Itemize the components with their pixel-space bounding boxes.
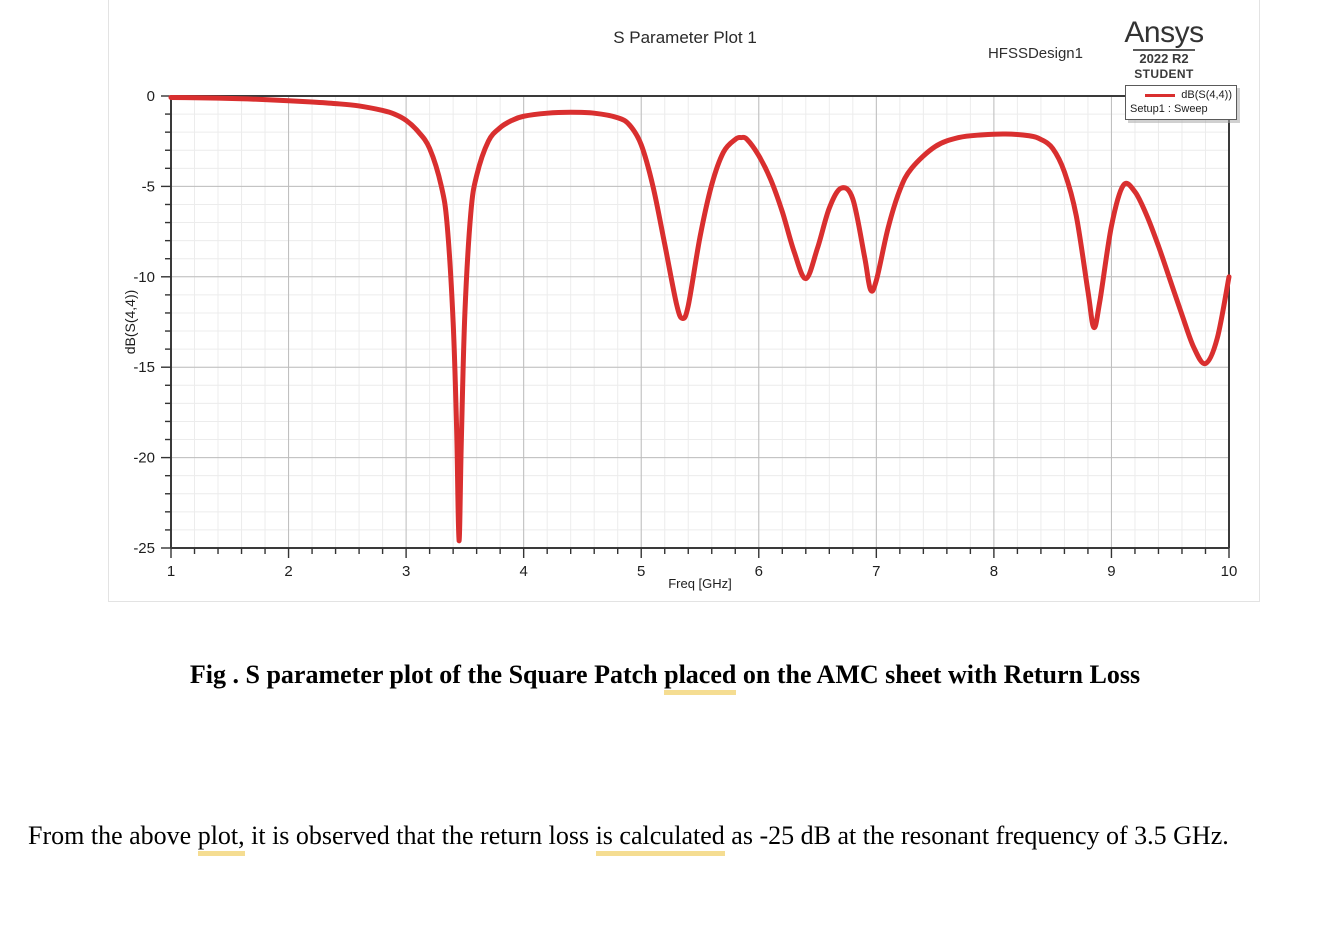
paragraph-part-2: it is observed that the return loss	[244, 821, 596, 850]
grid-major	[170, 95, 1230, 549]
paragraph-part-1: From the above	[28, 821, 198, 850]
chart-title: S Parameter Plot 1	[613, 28, 757, 47]
svg-text:7: 7	[872, 563, 880, 580]
chart-panel: S Parameter Plot 1 HFSSDesign1 Ansys 202…	[108, 0, 1260, 602]
svg-text:5: 5	[637, 563, 645, 580]
svg-text:6: 6	[755, 563, 763, 580]
ansys-brand-block: Ansys 2022 R2 STUDENT	[1091, 16, 1237, 81]
ansys-edition-label: STUDENT	[1134, 67, 1194, 81]
svg-text:1: 1	[167, 563, 175, 580]
svg-text:10: 10	[1221, 563, 1238, 580]
ansys-version-label: 2022 R2	[1133, 49, 1195, 65]
svg-text:-15: -15	[133, 359, 155, 376]
legend-setup-label: Setup1 : Sweep	[1130, 103, 1208, 115]
series-line-dB-S44	[168, 94, 1232, 544]
axis-tick-labels: 0 -5 -10 -15 -20 -25 1 2 3 4 5 6 7 8 9 10	[133, 88, 1237, 580]
axis-frame	[170, 95, 1230, 549]
svg-text:2: 2	[284, 563, 292, 580]
body-paragraph: From the above plot, it is observed that…	[28, 812, 1308, 860]
caption-text-before: Fig . S parameter plot of the Square Pat…	[189, 660, 665, 689]
svg-text:-20: -20	[133, 450, 155, 467]
design-name-label: HFSSDesign1	[987, 45, 1083, 62]
svg-text:-5: -5	[142, 178, 155, 195]
ansys-logo-text: Ansys	[1124, 16, 1204, 49]
s-parameter-plot: 0 -5 -10 -15 -20 -25 1 2 3 4 5 6 7 8 9 10 Freq [GHz] dB…	[122, 88, 1237, 591]
legend-series-label: dB(S(4,4))	[1181, 89, 1232, 101]
paragraph-highlight-is-calculated: is calculated	[595, 821, 725, 856]
paragraph-highlight-plot: plot,	[197, 821, 245, 856]
svg-text:3: 3	[402, 563, 410, 580]
chart-legend[interactable]: dB(S(4,4)) Setup1 : Sweep	[1125, 85, 1237, 120]
svg-text:8: 8	[990, 563, 998, 580]
axis-ticks	[161, 95, 1230, 558]
svg-text:0: 0	[147, 88, 155, 105]
svg-text:-10: -10	[133, 269, 155, 286]
svg-text:9: 9	[1107, 563, 1115, 580]
grid-minor	[170, 95, 1230, 549]
svg-text:-25: -25	[133, 540, 155, 557]
paragraph-part-3: as -25 dB at the resonant frequency of 3…	[724, 821, 1229, 850]
legend-row-series: dB(S(4,4))	[1130, 89, 1232, 101]
y-axis-label: dB(S(4,4))	[122, 290, 138, 355]
caption-highlight-placed: placed	[664, 660, 737, 695]
svg-text:4: 4	[519, 563, 527, 580]
caption-text-after: on the AMC sheet with Return Loss	[736, 660, 1141, 689]
figure-caption: Fig . S parameter plot of the Square Pat…	[60, 655, 1270, 695]
x-axis-label: Freq [GHz]	[668, 576, 732, 591]
legend-color-swatch	[1145, 93, 1176, 97]
